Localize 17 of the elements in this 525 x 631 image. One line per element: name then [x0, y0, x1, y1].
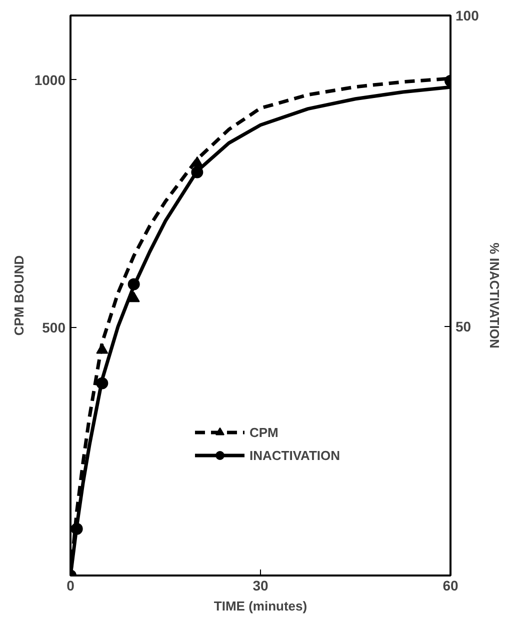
point — [70, 522, 83, 535]
x-tick-label: 0 — [66, 578, 75, 594]
legend-label: CPM — [249, 424, 278, 440]
point — [128, 278, 140, 290]
y-tick-label: 500 — [42, 320, 66, 336]
x-axis-title: TIME (minutes) — [214, 598, 308, 614]
point — [191, 166, 204, 178]
y2-tick-label: 100 — [456, 8, 480, 24]
y-axis-title: CPM BOUND — [11, 255, 26, 336]
legend-label: INACTIVATION — [249, 448, 340, 462]
y-tick-label: 1000 — [34, 72, 66, 88]
point — [96, 343, 108, 354]
point — [96, 377, 108, 390]
x-tick-label: 60 — [442, 578, 458, 594]
y2-axis-title: % INACTIVATION — [486, 242, 502, 348]
x-tick-label: 30 — [252, 578, 268, 594]
y2-tick-label: 50 — [456, 318, 472, 335]
